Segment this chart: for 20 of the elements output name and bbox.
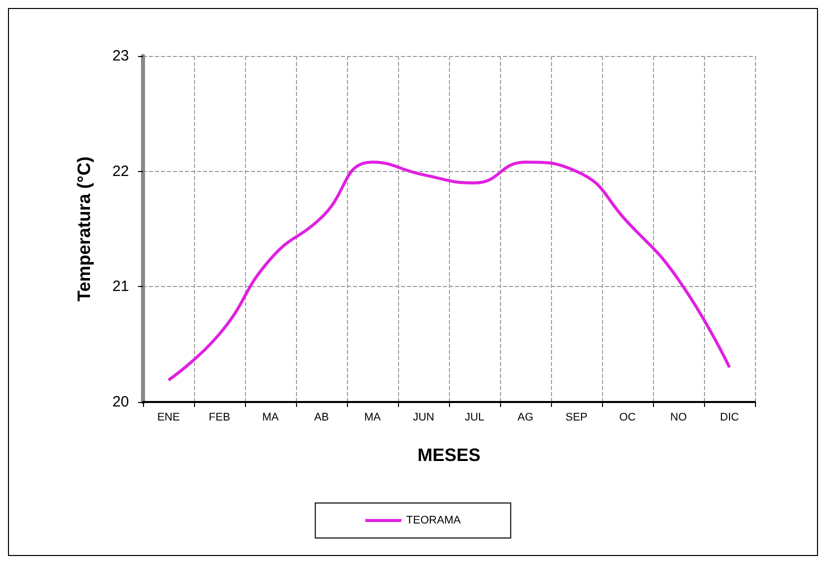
x-tick-label: ENE (157, 412, 180, 424)
x-tick-label: DIC (720, 412, 740, 424)
x-tick-label: JUL (464, 412, 484, 424)
legend-label: TEORAMA (406, 514, 462, 526)
x-tick-label: MA (262, 412, 280, 424)
y-tick-label: 23 (112, 48, 129, 64)
y-axis-title: Temperatura (°C) (74, 156, 94, 302)
line-series (167, 160, 731, 382)
x-tick-label: AB (314, 412, 329, 424)
x-tick-label: FEB (208, 412, 230, 424)
x-tick-label: SEP (565, 412, 588, 424)
x-tick-label: AG (518, 412, 534, 424)
x-axis-title: MESES (417, 445, 481, 465)
y-tick-label: 20 (112, 394, 129, 410)
x-tick-label: NO (670, 412, 688, 424)
x-tick-label: JUN (412, 412, 434, 424)
x-tick-label: OC (619, 412, 636, 424)
y-tick-label: 22 (112, 162, 129, 180)
x-tick-label: MA (364, 412, 382, 424)
y-tick-label: 21 (112, 278, 129, 296)
